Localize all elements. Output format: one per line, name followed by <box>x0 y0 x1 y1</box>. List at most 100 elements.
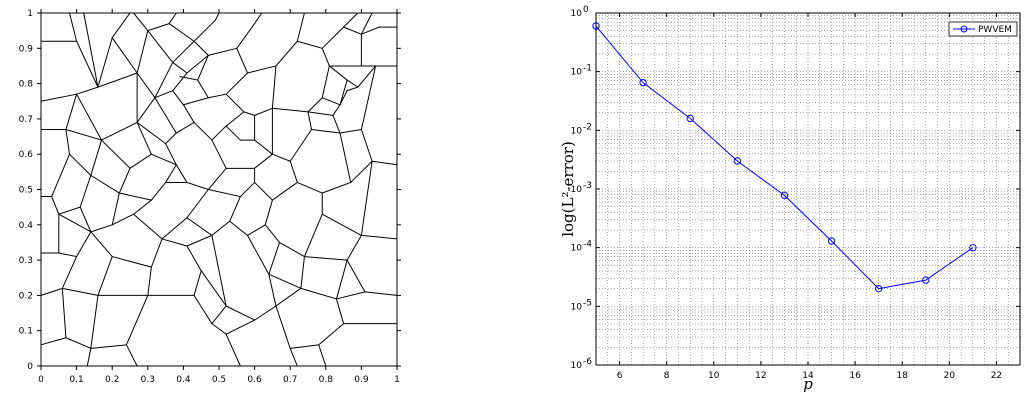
mesh-edge <box>187 235 212 246</box>
mesh-edge <box>151 182 165 200</box>
mesh-edge <box>265 200 272 225</box>
mesh-edge <box>351 161 372 182</box>
x-tick-label: 8 <box>664 371 670 381</box>
mesh-edge <box>151 154 176 165</box>
y-tick-exponent: -5 <box>583 298 592 308</box>
mesh-edge <box>62 288 66 337</box>
mesh-edge <box>194 20 215 41</box>
mesh-edge <box>312 129 340 133</box>
mesh-edge <box>372 161 397 165</box>
mesh-edge <box>322 98 340 105</box>
mesh-edge <box>226 112 244 126</box>
x-tick-label: 0.8 <box>319 375 334 385</box>
mesh-edge <box>276 288 301 306</box>
y-tick-exponent: -4 <box>583 240 592 250</box>
mesh-edge <box>340 129 361 133</box>
mesh-edge <box>237 48 248 73</box>
y-tick-label: 0 <box>27 362 33 372</box>
y-tick-exponent: 0 <box>583 5 589 15</box>
mesh-edge <box>272 108 308 112</box>
mesh-edge <box>62 257 76 289</box>
mesh-edge <box>247 225 265 236</box>
mesh-edge <box>269 274 276 306</box>
x-tick-label: 0.9 <box>354 375 369 385</box>
mesh-edge <box>297 13 304 41</box>
mesh-edge <box>126 295 147 344</box>
mesh-edge <box>344 13 358 27</box>
x-tick-label: 6 <box>617 371 623 381</box>
mesh-edge <box>112 193 119 225</box>
x-tick-label: 0.3 <box>141 375 155 385</box>
mesh-edge <box>66 338 91 349</box>
mesh-edge <box>112 214 133 225</box>
mesh-edge <box>255 182 273 200</box>
x-tick-label: 0.1 <box>69 375 83 385</box>
y-tick-label: 0.3 <box>19 256 33 266</box>
mesh-edge <box>119 168 130 193</box>
mesh-edge <box>226 94 244 112</box>
x-tick-label: 18 <box>896 371 908 381</box>
mesh-edge <box>276 41 297 66</box>
mesh-edge <box>255 13 262 24</box>
mesh-edge <box>98 73 137 87</box>
mesh-edge <box>80 207 91 232</box>
y-tick-exponent: -6 <box>583 357 592 367</box>
x-tick-label: 0 <box>38 375 44 385</box>
mesh-edge <box>212 324 226 335</box>
mesh-edge <box>319 345 326 366</box>
mesh-edge <box>77 87 98 94</box>
x-tick-label: 12 <box>755 371 766 381</box>
mesh-edge <box>336 292 364 299</box>
mesh-edge <box>148 24 169 31</box>
mesh-edge <box>208 168 226 189</box>
y-tick-base: 10 <box>571 126 583 136</box>
mesh-edge <box>333 105 340 116</box>
mesh-edge <box>41 338 66 345</box>
mesh-edge <box>155 98 176 133</box>
mesh-edge <box>230 221 248 235</box>
y-tick-base: 10 <box>571 9 583 19</box>
mesh-edge <box>290 129 311 161</box>
y-tick-exponent: -2 <box>583 122 592 132</box>
mesh-edge <box>66 129 70 154</box>
mesh-edge <box>137 73 155 98</box>
mesh-edge <box>322 66 329 98</box>
mesh-edge <box>187 190 208 218</box>
y-tick-base: 10 <box>571 68 583 78</box>
mesh-edge <box>322 182 350 193</box>
mesh-edge <box>77 94 102 140</box>
mesh-edge <box>237 24 255 49</box>
x-tick-label: 0.4 <box>176 375 191 385</box>
mesh-edge <box>77 41 98 87</box>
mesh-edge <box>240 182 254 196</box>
mesh-edge <box>91 175 119 193</box>
y-tick-label: 1 <box>27 9 33 19</box>
mesh-edge <box>215 13 219 20</box>
mesh-edge <box>290 348 297 366</box>
x-tick-label: 1 <box>394 375 400 385</box>
mesh-edge <box>276 306 290 348</box>
mesh-edge <box>347 260 365 292</box>
mesh-edge <box>91 140 102 175</box>
x-tick-label: 10 <box>708 371 720 381</box>
mesh-edge <box>226 73 247 94</box>
mesh-edge <box>208 94 226 98</box>
mesh-edge <box>344 27 362 34</box>
mesh-edge <box>194 295 212 323</box>
mesh-edge <box>134 200 152 214</box>
mesh-edge <box>336 299 343 324</box>
mesh-edge <box>130 154 151 168</box>
mesh-edge <box>59 207 80 214</box>
mesh-edge <box>297 41 322 48</box>
mesh-edge <box>194 271 201 296</box>
mesh-edge <box>329 66 347 80</box>
mesh-edge <box>134 13 148 31</box>
mesh-edge <box>255 306 276 320</box>
mesh-edge <box>269 274 301 288</box>
mesh-edge <box>162 239 187 246</box>
mesh-edge <box>91 345 127 349</box>
mesh-edge <box>102 122 138 140</box>
mesh-edge <box>322 214 361 235</box>
mesh-edge <box>69 13 76 41</box>
